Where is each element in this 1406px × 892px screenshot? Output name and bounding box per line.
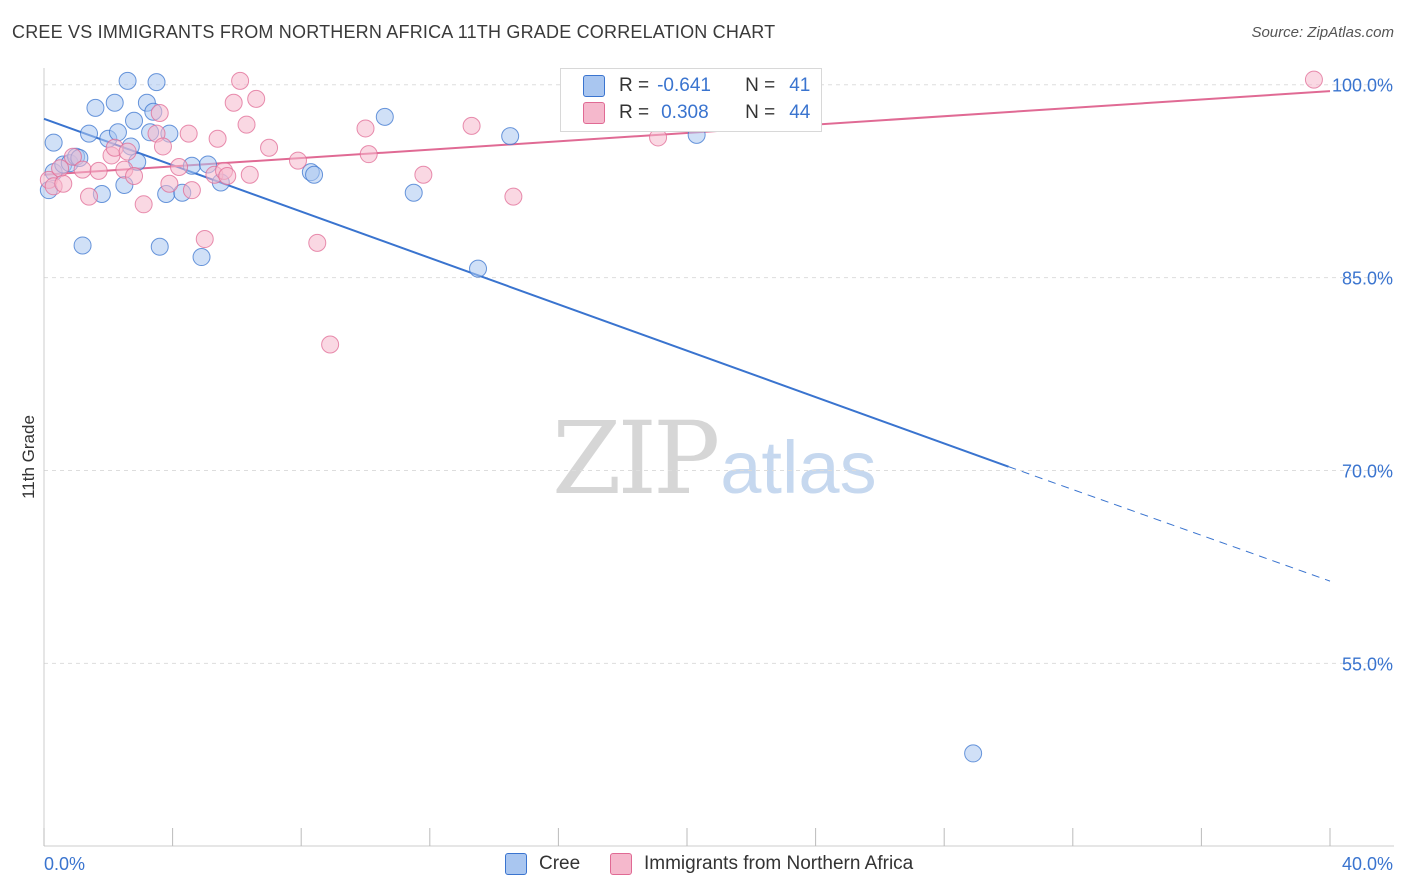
y-tick-label: 55.0% xyxy=(1342,654,1393,674)
northern-africa-point xyxy=(170,158,189,177)
northern-africa-point xyxy=(160,174,179,193)
legend-r-label: R = xyxy=(619,75,650,96)
cree-point xyxy=(118,71,137,90)
northern-africa-point xyxy=(240,165,259,184)
northern-africa-point xyxy=(153,137,172,156)
northern-africa-point xyxy=(195,230,214,249)
northern-africa-point xyxy=(237,115,256,134)
legend-row-northern-africa: R = 0.308 N = 44 xyxy=(583,100,810,126)
cree-point xyxy=(80,124,99,143)
northern-africa-point xyxy=(134,195,153,214)
cree-point xyxy=(44,133,63,152)
northern-africa-trend-line xyxy=(43,90,1331,176)
northern-africa-point xyxy=(54,174,73,193)
cree-point xyxy=(108,123,127,142)
y-tick-label: 100.0% xyxy=(1332,76,1393,96)
northern-africa-point xyxy=(224,93,243,112)
cree-trend-line-extension xyxy=(1008,466,1331,582)
northern-africa-point xyxy=(125,167,144,186)
cree-point xyxy=(469,259,488,278)
y-axis-label: 11th Grade xyxy=(19,415,38,499)
cree-trend-line xyxy=(43,117,1009,468)
cree-point xyxy=(964,744,983,763)
northern-africa-point xyxy=(118,142,137,161)
cree-point xyxy=(501,127,520,146)
cree-point xyxy=(192,248,211,267)
bottom-legend-cree: Cree xyxy=(505,852,580,876)
northern-africa-point xyxy=(462,116,481,135)
bottom-legend-label-cree: Cree xyxy=(539,853,581,874)
bottom-legend-swatch-northern-africa xyxy=(610,853,632,875)
northern-africa-point xyxy=(308,233,327,252)
northern-africa-point xyxy=(356,119,375,138)
bottom-legend-label-northern-africa: Immigrants from Northern Africa xyxy=(644,853,914,874)
axis-labels: 100.0% 85.0% 70.0% 55.0% 0.0% 40.0% 11th Grade xyxy=(19,76,1393,874)
northern-africa-point xyxy=(89,161,108,180)
x-tick-label: 0.0% xyxy=(44,854,85,874)
data-points xyxy=(39,70,1323,763)
cree-point xyxy=(404,183,423,202)
legend-row-cree: R = -0.641 N = 41 xyxy=(583,73,810,99)
northern-africa-point xyxy=(218,167,237,186)
bottom-legend-swatch-cree xyxy=(505,853,527,875)
bottom-legend-northern-africa: Immigrants from Northern Africa xyxy=(610,852,913,876)
northern-africa-point xyxy=(231,71,250,90)
legend-swatch-cree xyxy=(583,75,605,97)
source-label: Source: ZipAtlas.com xyxy=(1251,24,1394,41)
correlation-legend: R = -0.641 N = 41 R = 0.308 N = 44 xyxy=(560,68,822,132)
cree-point xyxy=(375,107,394,126)
northern-africa-point xyxy=(504,187,523,206)
cree-point xyxy=(125,111,144,130)
legend-n-value: 44 xyxy=(789,102,811,123)
northern-africa-point xyxy=(182,181,201,200)
cree-point xyxy=(73,236,92,255)
legend-swatch-northern-africa xyxy=(583,102,605,124)
trend-lines xyxy=(43,90,1331,582)
northern-africa-point xyxy=(80,187,99,206)
y-tick-label: 85.0% xyxy=(1342,269,1393,289)
y-tick-label: 70.0% xyxy=(1342,462,1393,482)
cree-point xyxy=(147,73,166,92)
northern-africa-point xyxy=(1304,70,1323,89)
northern-africa-point xyxy=(260,138,279,157)
cree-point xyxy=(150,237,169,256)
northern-africa-point xyxy=(288,151,307,170)
cree-point xyxy=(305,165,324,184)
northern-africa-point xyxy=(73,160,92,179)
northern-africa-point xyxy=(179,124,198,143)
cree-point xyxy=(86,98,105,117)
chart-title: CREE VS IMMIGRANTS FROM NORTHERN AFRICA … xyxy=(12,22,776,42)
northern-africa-point xyxy=(321,335,340,354)
legend-n-label: N = xyxy=(745,75,776,96)
northern-africa-point xyxy=(208,129,227,148)
axes xyxy=(43,68,1394,847)
legend-r-value: 0.308 xyxy=(661,102,709,123)
northern-africa-point xyxy=(414,165,433,184)
northern-africa-point xyxy=(150,104,169,123)
legend-r-label: R = xyxy=(619,102,650,123)
legend-n-label: N = xyxy=(745,102,776,123)
cree-point xyxy=(105,93,124,112)
legend-r-value: -0.641 xyxy=(657,75,711,96)
northern-africa-point xyxy=(63,147,82,166)
x-tick-label: 40.0% xyxy=(1342,854,1393,874)
legend-n-value: 41 xyxy=(789,75,811,96)
northern-africa-point xyxy=(359,145,378,164)
northern-africa-point xyxy=(247,89,266,108)
